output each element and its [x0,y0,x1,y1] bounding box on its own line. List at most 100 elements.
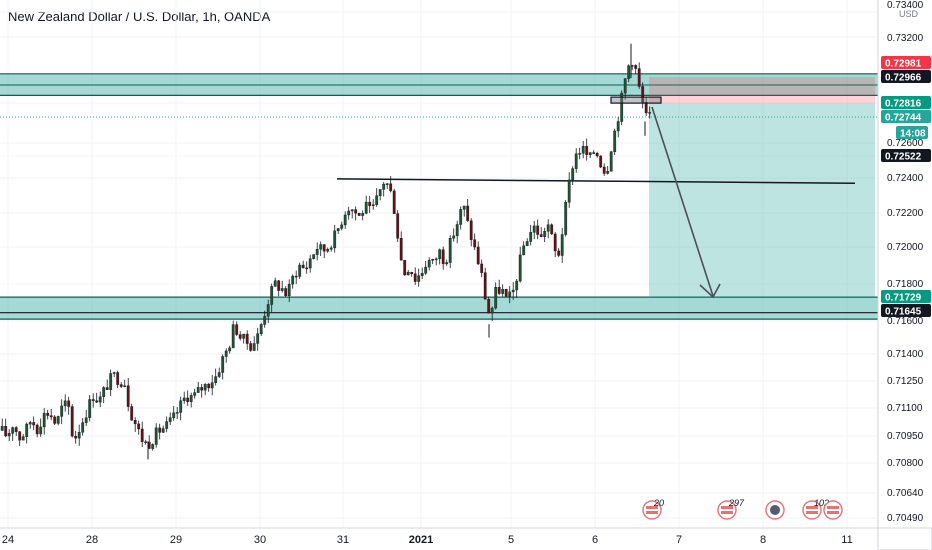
candle-body [49,415,53,418]
candle [350,209,354,219]
candle-body [361,213,365,216]
y-tick-label: 0.71400 [887,349,924,360]
candle-body [595,152,599,157]
candle-body [329,247,333,250]
candle-body [98,396,102,403]
y-tick-label: 0.70950 [887,431,924,442]
price-label: 0.72966 [881,70,931,84]
candle [196,381,200,393]
candle-body [158,427,162,433]
candle-body [308,258,312,269]
candle [403,259,407,276]
grid [0,0,878,528]
price-label-bg [881,304,931,317]
candle [364,195,368,215]
candle-body [294,275,298,278]
candle-body [553,233,557,252]
candle [137,420,141,435]
candle-body [315,249,319,255]
candle-body [364,201,368,214]
candle [91,393,95,408]
candle-body [305,267,309,270]
candle-body [221,356,225,373]
candle [620,90,624,126]
candle-body [119,384,123,387]
candle-body [84,417,88,423]
candle [431,258,435,265]
candle [361,210,365,221]
candle [511,282,515,300]
x-tick-label: 7 [676,534,682,546]
candle [294,270,298,285]
candle [343,211,347,229]
price-label-bg [896,126,928,139]
candle [238,331,242,341]
event-flag-icon: 102 [802,498,829,520]
candle [644,97,648,116]
candle-body [238,334,242,339]
candle-body [560,234,564,256]
candle-body [466,205,470,221]
candle-body [298,264,302,277]
candle-body [588,152,592,155]
candle [42,408,46,435]
candle-body [312,254,316,259]
price-label: 0.71645 [881,304,931,318]
candle [585,138,589,161]
candle [490,306,494,322]
y-tick-label: 0.71250 [887,376,924,387]
x-tick-label: 5 [508,534,514,546]
candle [224,348,228,363]
candle [0,418,4,431]
candle [7,429,11,442]
candle-body [231,324,235,349]
candle [609,150,613,172]
axis-corner [877,527,932,550]
candle-body [525,241,529,246]
candle [231,320,235,349]
candle-body [427,260,431,268]
candle-body [343,214,347,226]
x-tick-label: 2021 [409,534,433,546]
candle-body [81,422,85,433]
candle [602,163,606,176]
event-circle [802,500,822,520]
price-label: 14:08 [896,126,928,140]
candle [235,321,239,337]
candle-body [32,422,36,426]
price-axis [878,0,932,550]
globe-dot [770,505,780,515]
candle [291,274,295,289]
candle [539,227,543,238]
candle-body [371,204,375,206]
candle [273,277,277,287]
candle [35,423,39,438]
candle-body [602,166,606,174]
candle-body [130,406,134,421]
candle-body [357,212,361,216]
x-tick-label: 28 [86,534,98,546]
candle [109,369,113,396]
candle [60,399,64,425]
candle-body [578,153,582,155]
short-position [649,77,875,298]
candle-body [154,427,158,445]
candle [378,189,382,201]
candle-body [137,423,141,430]
y-tick-label: 0.71100 [887,403,923,414]
candle-body [613,130,617,152]
candle-body [7,433,11,437]
candle [616,117,620,138]
candle [77,424,81,446]
candle [133,417,137,432]
y-tick-label: 0.73400 [887,0,924,11]
candle [98,391,102,408]
candle [158,423,162,440]
candle-body [424,266,428,274]
candle [466,199,470,223]
candle [462,205,466,217]
candle [441,246,445,270]
candle-body [193,392,197,396]
event-count: 20 [653,498,664,508]
